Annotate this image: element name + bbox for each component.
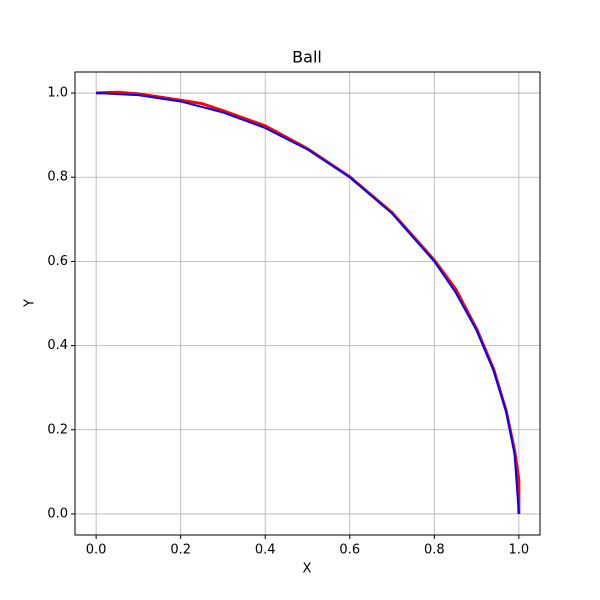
y-tick-label: 1.0	[47, 86, 68, 101]
line	[96, 92, 520, 515]
x-tick-label: 0.4	[255, 543, 276, 558]
axes-frame	[74, 71, 541, 536]
x-tick-label: 0.2	[170, 543, 191, 558]
y-tick-label: 0.8	[47, 170, 68, 185]
x-tick-label: 1.0	[509, 543, 530, 558]
x-tick-label: 0.8	[424, 543, 445, 558]
x-tick-label: 0.0	[86, 543, 107, 558]
y-tick-label: 0.0	[47, 506, 68, 521]
y-axis-label: Y	[23, 299, 38, 308]
y-tick-label: 0.6	[47, 254, 68, 269]
chart-title: Ball	[292, 48, 322, 67]
x-tick-label: 0.6	[339, 543, 360, 558]
y-tick-label: 0.2	[47, 422, 68, 437]
x-axis-label: X	[303, 562, 312, 577]
y-tick-label: 0.4	[47, 338, 68, 353]
